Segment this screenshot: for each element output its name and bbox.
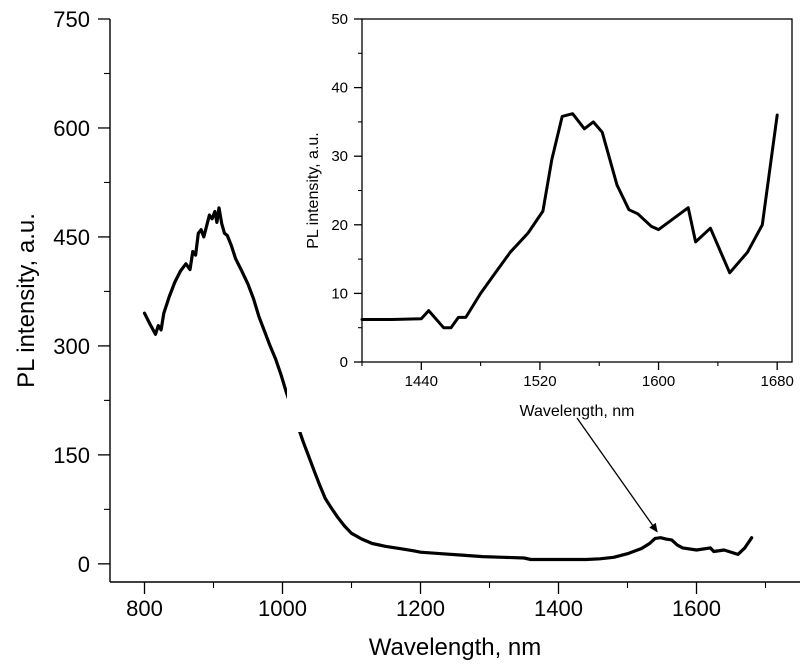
main-y-axis-label: PL intensity, a.u. (13, 213, 40, 388)
inset-chart: 1440 1520 1600 1680 0 10 20 30 40 50 Wavelength, … (287, 11, 794, 432)
inset-x-tick-label: 1520 (523, 373, 556, 390)
main-y-tick-label: 750 (53, 7, 90, 32)
inset-x-axis-label: Wavelength, nm (519, 403, 634, 420)
inset-x-tick-label: 1600 (642, 373, 675, 390)
main-x-tick-label: 800 (126, 596, 163, 621)
main-x-axis-label: Wavelength, nm (369, 634, 542, 661)
inset-y-tick-label: 0 (340, 354, 348, 371)
inset-plot-frame (361, 18, 793, 363)
main-x-tick-label: 1400 (534, 596, 583, 621)
main-tick-marks (98, 18, 800, 594)
inset-x-tick-label: 1440 (405, 373, 438, 390)
inset-tick-marks (354, 18, 778, 370)
main-y-tick-label: 0 (78, 552, 90, 577)
inset-x-tick-label: 1680 (760, 373, 793, 390)
inset-y-tick-label: 50 (331, 11, 348, 28)
inset-y-tick-label: 40 (331, 80, 348, 97)
inset-y-tick-label: 30 (331, 148, 348, 165)
annotation-arrow (576, 417, 658, 533)
main-x-tick-label: 1200 (396, 596, 445, 621)
main-y-tick-label: 150 (53, 443, 90, 468)
inset-y-tick-label: 20 (331, 217, 348, 234)
inset-tick-labels: 1440 1520 1600 1680 0 10 20 30 40 50 (331, 11, 794, 390)
main-series-line (142, 206, 754, 562)
inset-y-tick-label: 10 (331, 285, 348, 302)
main-x-tick-label: 1000 (258, 596, 307, 621)
inset-series-line (360, 112, 779, 330)
main-y-tick-label: 450 (53, 225, 90, 250)
inset-y-axis-label: PL intensity, a.u. (305, 132, 322, 249)
main-x-tick-label: 1600 (672, 596, 721, 621)
main-y-tick-label: 600 (53, 116, 90, 141)
main-y-tick-label: 300 (53, 334, 90, 359)
